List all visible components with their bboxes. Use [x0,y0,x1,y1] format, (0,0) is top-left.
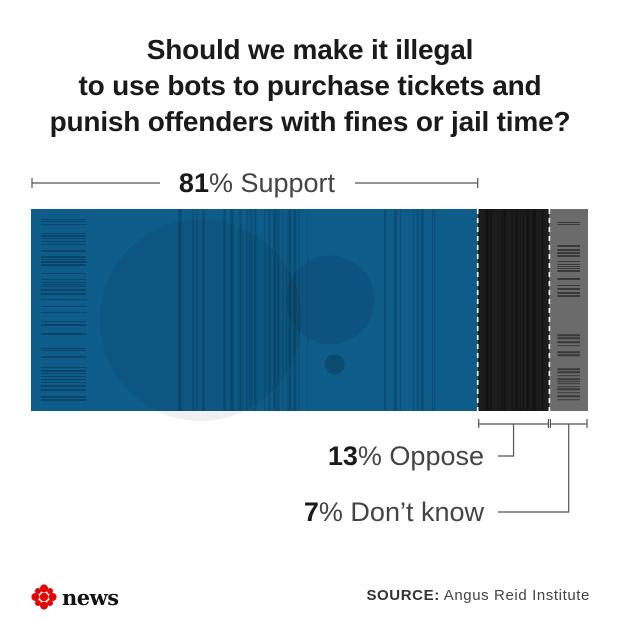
oppose-leader-line [498,424,515,457]
barcode-pattern [485,209,544,411]
barcode-pattern [41,219,86,401]
ticket-circle-decoration [99,219,302,422]
dont-know-leader-line [498,424,570,513]
barcode-pattern [178,209,308,411]
oppose-label: 13% Oppose [328,441,484,471]
source-note: SOURCE: Angus Reid Institute [366,587,590,604]
ticket-circle-decoration [285,255,375,345]
barcode-pattern [383,209,435,411]
support-label: 81% Support [0,168,514,198]
dont-know-label: 7% Don’t know [304,497,484,527]
barcode-pattern [557,222,580,297]
title-line-2: to use bots to purchase tickets and [78,70,542,101]
title-line-3: punish offenders with fines or jail time… [49,106,571,137]
oppose-name: Oppose [381,441,484,471]
support-name: Support [232,168,336,198]
bar-segment-support [31,209,478,411]
support-pct: % [208,168,233,198]
support-value: 81 [178,168,209,198]
cbc-gem-icon [31,584,57,610]
source-text: Angus Reid Institute [439,587,590,604]
dont-know-value: 7 [303,497,319,527]
bar-segment-oppose [477,209,550,411]
dont-know-name: Don’t know [342,497,484,527]
oppose-pct: % [357,441,382,471]
title-line-1: Should we make it illegal [146,34,474,65]
ticket-circle-decoration [324,354,345,375]
bar-segment-dont-know [549,209,588,411]
source-label: SOURCE: [366,587,440,604]
logo-text: news [62,584,119,610]
chart-title: Should we make it illegal to use bots to… [0,32,620,140]
dont-know-pct: % [318,497,343,527]
cbc-news-logo: news [30,583,119,611]
barcode-pattern [557,334,580,401]
oppose-value: 13 [327,441,358,471]
